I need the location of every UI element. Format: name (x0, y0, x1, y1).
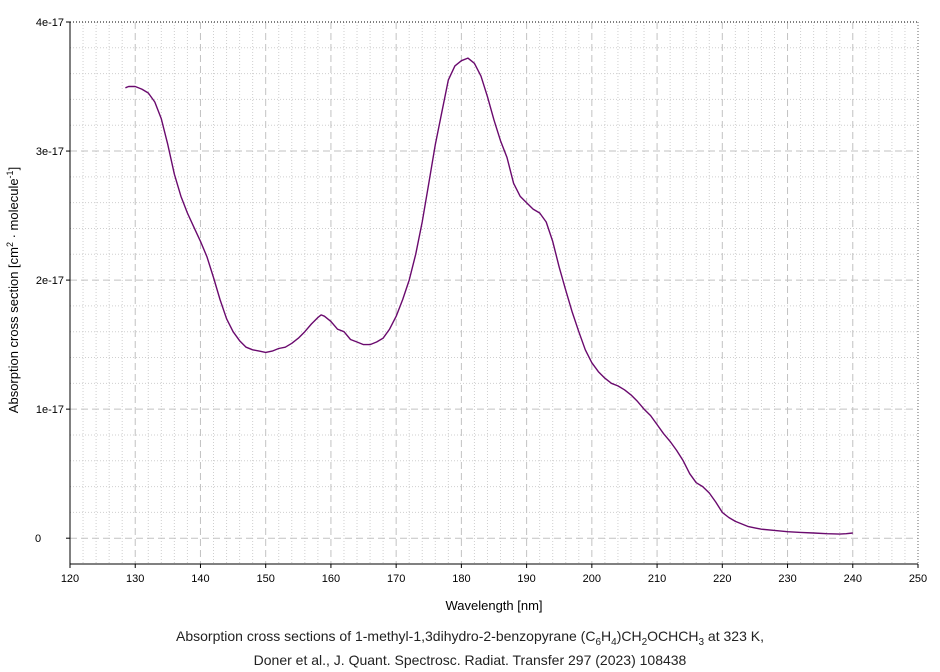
y-tick-label: 3e-17 (36, 146, 64, 158)
x-tick-label: 150 (257, 573, 275, 585)
x-tick-label: 120 (61, 573, 79, 585)
y-tick-label: 1e-17 (36, 404, 64, 416)
x-tick-label: 220 (713, 573, 731, 585)
y-tick-label: 0 (35, 533, 41, 545)
y-tick-label: 4e-17 (36, 17, 64, 29)
y-axis-title: Absorption cross section [cm2 · molecule… (5, 167, 21, 413)
x-tick-label: 140 (191, 573, 209, 585)
grid (70, 21, 918, 564)
y-tick-label: 2e-17 (36, 275, 64, 287)
x-tick-label: 170 (387, 573, 405, 585)
axes (69, 22, 919, 565)
x-tick-label: 210 (648, 573, 666, 585)
series-layer (125, 57, 853, 535)
series-line (125, 57, 853, 535)
tick-labels: 120 130 140 150 160 170 180 190 200 210 220 230 240 2… (35, 17, 927, 585)
x-tick-label: 200 (583, 573, 601, 585)
spectrum-chart: 120 130 140 150 160 170 180 190 200 210 220 230 240 2… (5, 17, 927, 613)
plot-area (70, 22, 918, 564)
x-tick-label: 250 (909, 573, 927, 585)
x-axis-title: Wavelength [nm] (445, 598, 542, 613)
caption-line-2: Doner et al., J. Quant. Spectrosc. Radia… (253, 652, 687, 668)
x-tick-label: 160 (322, 573, 340, 585)
x-tick-label: 240 (844, 573, 862, 585)
caption-line-1: Absorption cross sections of 1-methyl-1,… (176, 628, 764, 648)
x-tick-label: 130 (126, 573, 144, 585)
x-tick-label: 180 (452, 573, 470, 585)
x-tick-label: 230 (778, 573, 796, 585)
x-tick-label: 190 (517, 573, 535, 585)
